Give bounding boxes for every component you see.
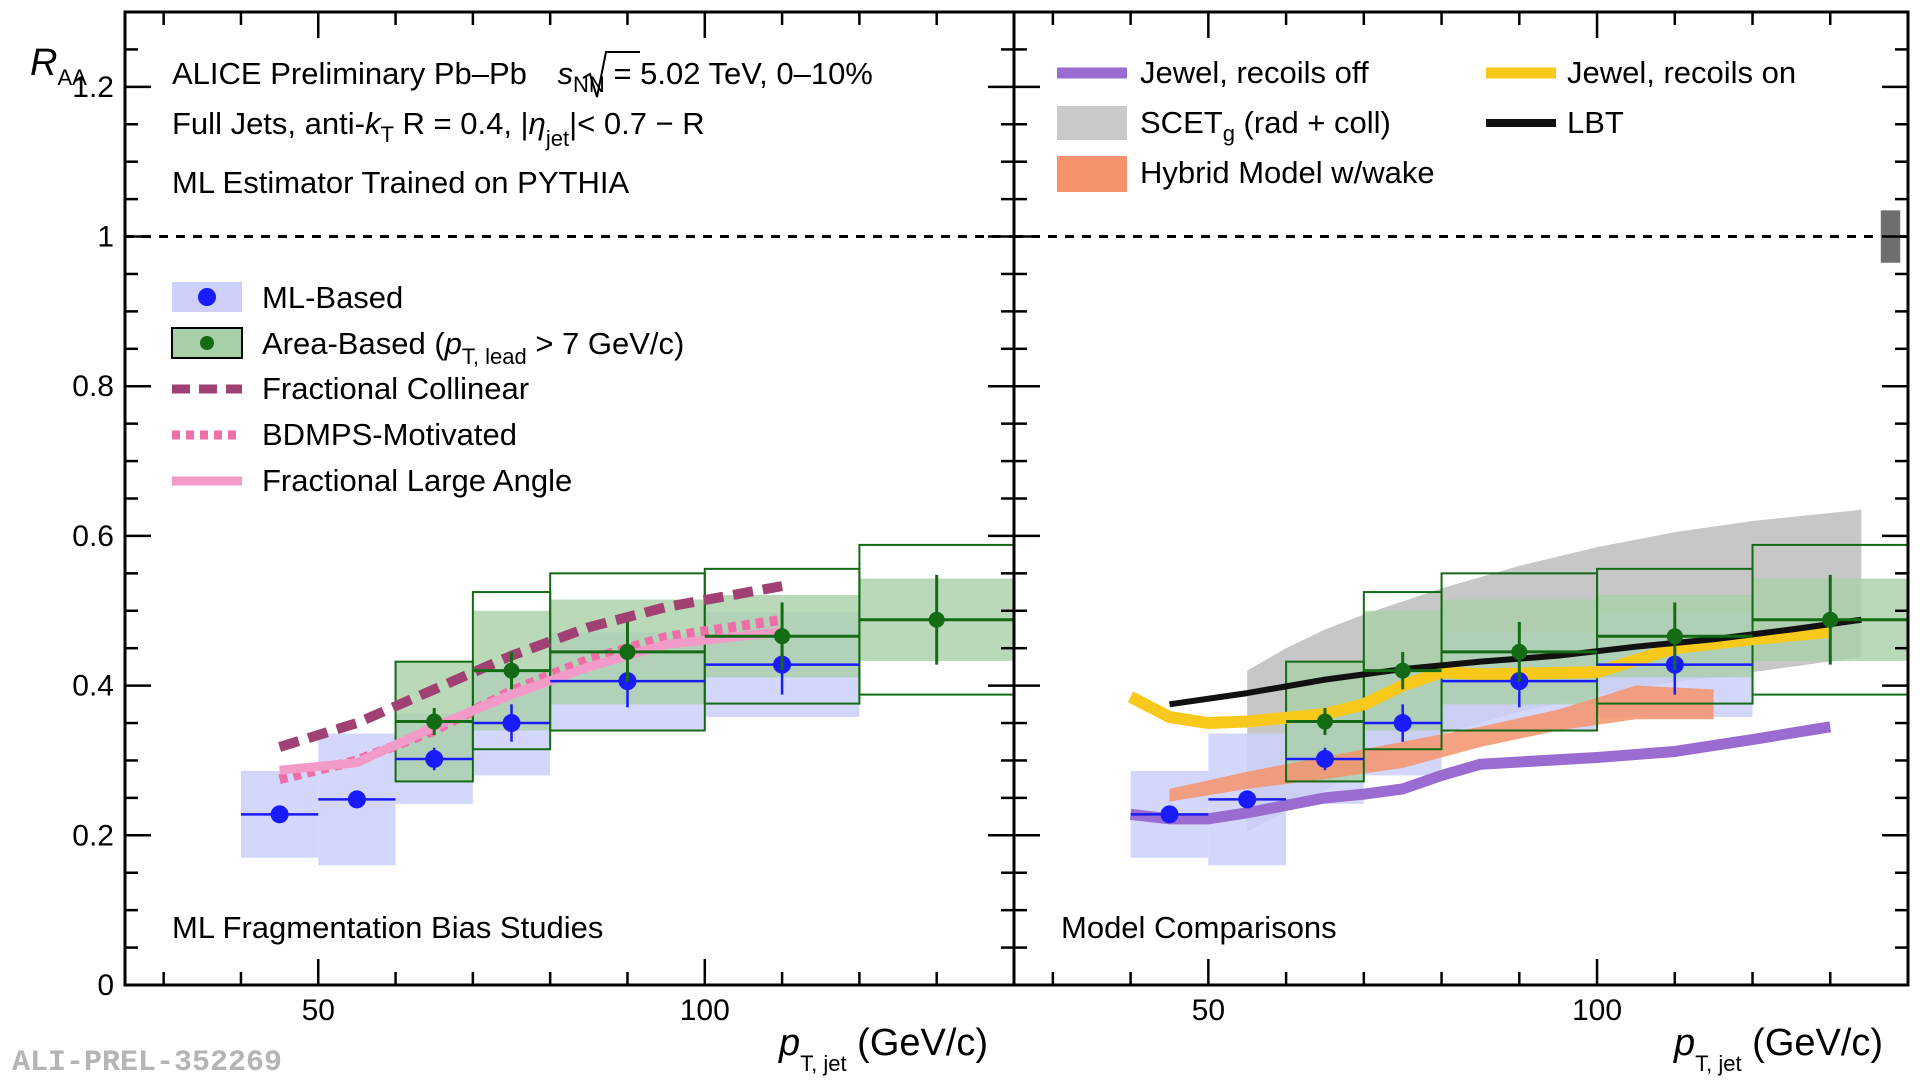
ml-point (425, 749, 444, 768)
bdmps-curve (278, 614, 783, 785)
left-plot-area (125, 235, 1014, 866)
legend-area-marker (200, 336, 214, 350)
axis-ticks: 50 100 0 0.2 0.4 0.6 0.8 1 1.2 50 100 (72, 10, 1910, 1027)
ml-point (270, 805, 289, 824)
x-axis-label-left: pT, jet (GeV/c) (778, 1022, 988, 1076)
left-legend: ML-Based Area-Based (pT, lead > 7 GeV/c)… (171, 280, 684, 498)
area-point (928, 611, 945, 628)
x-tick-label: 50 (302, 994, 335, 1027)
area-point (619, 643, 636, 660)
legend-bdmps-label: BDMPS-Motivated (262, 417, 517, 452)
y-tick-label: 1.2 (72, 71, 114, 104)
ml-point (347, 790, 366, 809)
left-panel-caption: ML Fragmentation Bias Studies (172, 910, 603, 945)
annotation-line-3: ML Estimator Trained on PYTHIA (172, 165, 629, 200)
jewel-recoils-off-curve (1129, 721, 1832, 825)
legend-fc-label: Fractional Collinear (262, 371, 529, 406)
ml-point (502, 714, 521, 733)
annotation-line-1: ALICE Preliminary Pb–Pb sNN = 5.02 TeV, … (172, 56, 873, 97)
y-tick-label: 0.2 (72, 819, 114, 852)
ml-point (1238, 790, 1257, 809)
legend-lbt-label: LBT (1567, 105, 1624, 140)
y-axis-label: RAA (30, 42, 87, 90)
area-point (1822, 611, 1839, 628)
y-tick-label: 1 (97, 221, 114, 254)
annotation-line-2: Full Jets, anti-kT R = 0.4, |ηjet|< 0.7 … (172, 106, 705, 151)
ml-point (1393, 714, 1412, 733)
fractional-large-angle-curve (279, 627, 783, 775)
right-panel-caption: Model Comparisons (1061, 910, 1337, 945)
legend-ml-marker (198, 288, 216, 306)
legend-area-box (171, 327, 243, 359)
x-tick-label: 100 (1572, 994, 1622, 1027)
area-point (774, 628, 791, 645)
y-tick-label: 0.8 (72, 370, 114, 403)
y-tick-label: 0.6 (72, 520, 114, 553)
legend-scet-label: SCETg (rad + coll) (1140, 105, 1391, 146)
area-point (1394, 662, 1411, 679)
area-point (1316, 713, 1333, 730)
watermark: ALI-PREL-352269 (12, 1046, 282, 1080)
legend-hybrid-box (1057, 156, 1127, 192)
sqrt-symbol (582, 51, 640, 98)
ml-point (1160, 805, 1179, 824)
right-plot-area (1014, 210, 1908, 866)
legend-area-label: Area-Based (pT, lead > 7 GeV/c) (262, 326, 684, 369)
legend-ml-label: ML-Based (262, 280, 403, 315)
right-legend: Jewel, recoils off Jewel, recoils on SCE… (1057, 55, 1796, 192)
x-axis-label-right: pT, jet (GeV/c) (1673, 1022, 1883, 1076)
legend-scet-box (1057, 106, 1127, 140)
area-point (1511, 643, 1528, 660)
legend-hybrid-label: Hybrid Model w/wake (1140, 155, 1435, 190)
ml-point (1315, 749, 1334, 768)
area-point (1666, 628, 1683, 645)
area-point (426, 713, 443, 730)
x-tick-label: 50 (1192, 994, 1225, 1027)
y-tick-label: 0 (97, 969, 114, 1002)
legend-fla-label: Fractional Large Angle (262, 463, 572, 498)
area-point (503, 662, 520, 679)
x-tick-label: 100 (680, 994, 730, 1027)
y-tick-label: 0.4 (72, 670, 114, 703)
legend-jewel-off-label: Jewel, recoils off (1140, 55, 1369, 90)
legend-jewel-on-label: Jewel, recoils on (1567, 55, 1796, 90)
